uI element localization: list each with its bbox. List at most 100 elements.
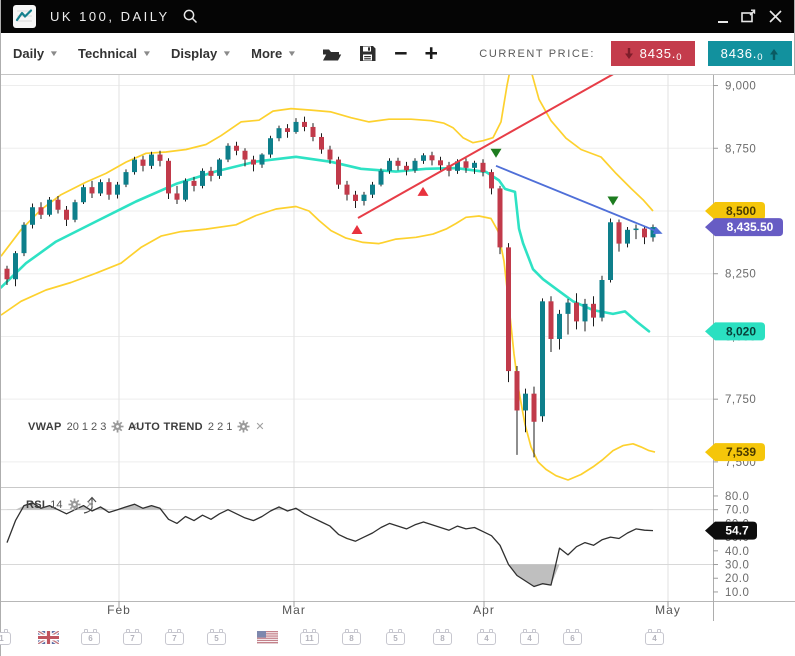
candle — [72, 202, 78, 220]
bid-price-decimal: 0 — [676, 52, 683, 63]
bid-price-box[interactable]: 8435. 0 — [611, 41, 695, 66]
vwap-indicator-name: VWAP — [28, 420, 62, 433]
month-label: Feb — [107, 603, 131, 617]
candle — [13, 253, 18, 280]
gear-icon[interactable] — [68, 498, 81, 511]
trend-line-down[interactable] — [495, 164, 659, 233]
remove-indicator-icon[interactable]: ✕ — [255, 421, 265, 433]
candle — [166, 160, 171, 194]
candle — [217, 159, 222, 176]
calendar-event-count: 7 — [130, 634, 135, 643]
candle — [327, 149, 333, 160]
auto-trend-indicator-params: 2 2 1 — [207, 420, 233, 433]
zoom-in-button[interactable]: + — [424, 40, 438, 66]
gear-icon[interactable] — [237, 420, 250, 433]
calendar-event-icon[interactable]: 1 — [0, 628, 11, 645]
menu-daily[interactable]: Daily ▼ — [3, 46, 68, 61]
calendar-event-icon[interactable]: 8 — [433, 628, 452, 645]
menu-more[interactable]: More ▼ — [241, 46, 306, 61]
candle — [38, 207, 44, 215]
calendar-event-icon[interactable]: 4 — [477, 628, 496, 645]
candle — [310, 126, 316, 137]
arrow-up-annotation[interactable] — [83, 496, 97, 514]
sell-signal-marker[interactable] — [607, 196, 619, 206]
price-tag — [705, 201, 765, 220]
bid-price-value: 8435. — [639, 46, 677, 61]
candle — [106, 182, 112, 195]
candle — [276, 128, 282, 139]
price-tick-label: 8,750 — [725, 143, 756, 155]
rsi-tick-label: 20.0 — [725, 573, 749, 585]
calendar-event-icon[interactable]: 5 — [207, 628, 226, 645]
candle — [268, 138, 273, 155]
calendar-event-icon[interactable]: 11 — [300, 628, 319, 645]
candle — [633, 228, 639, 231]
price-chart-canvas[interactable]: 9,0008,7508,5008,2508,0007,7507,50080.07… — [1, 75, 795, 622]
rsi-value-tag-label: 54.7 — [725, 524, 749, 538]
minimize-button[interactable] — [718, 10, 730, 24]
uk-flag-icon[interactable] — [37, 629, 60, 646]
chevron-down-icon: ▼ — [286, 49, 298, 58]
remove-indicator-icon[interactable]: ✕ — [129, 421, 139, 433]
calendar-event-icon[interactable]: 4 — [520, 628, 539, 645]
calendar-event-icon[interactable]: 6 — [563, 628, 582, 645]
calendar-event-icon[interactable]: 7 — [123, 628, 142, 645]
calendar-event-icon[interactable]: 4 — [645, 628, 664, 645]
trend-line-up[interactable] — [357, 75, 614, 219]
toolbar: Daily ▼ Technical ▼ Display ▼ More ▼ − + CUR… — [1, 33, 794, 75]
search-icon[interactable] — [182, 8, 199, 25]
buy-signal-marker[interactable] — [417, 186, 429, 196]
zoom-out-button[interactable]: − — [394, 40, 408, 66]
calendar-event-icon[interactable]: 6 — [81, 628, 100, 645]
rsi-tick-label: 70.0 — [725, 505, 749, 517]
trend-line-arrowhead[interactable] — [652, 226, 663, 234]
chart-area[interactable]: 9,0008,7508,5008,2508,0007,7507,50080.07… — [1, 75, 795, 622]
buy-signal-marker[interactable] — [351, 225, 363, 235]
candle — [548, 301, 554, 339]
candle — [55, 199, 61, 210]
candle — [174, 193, 180, 200]
calendar-event-count: 5 — [393, 634, 398, 643]
candle — [353, 194, 358, 201]
menu-technical[interactable]: Technical ▼ — [68, 46, 161, 61]
candle — [523, 393, 528, 411]
gear-icon[interactable] — [111, 420, 124, 433]
candle — [140, 159, 146, 166]
calendar-event-icon[interactable]: 7 — [165, 628, 184, 645]
us-flag-icon[interactable] — [256, 630, 279, 645]
rsi-tick-label: 10.0 — [725, 587, 749, 599]
calendar-event-count: 8 — [349, 634, 354, 643]
candle — [200, 170, 205, 186]
chevron-down-icon: ▼ — [141, 49, 153, 58]
ask-price-box[interactable]: 8436. 0 — [708, 41, 792, 66]
candle — [183, 180, 188, 200]
open-folder-icon[interactable] — [321, 45, 343, 63]
candle — [234, 145, 239, 151]
candle — [370, 184, 375, 195]
candle — [98, 182, 103, 194]
popout-window-button[interactable] — [741, 9, 757, 24]
candle — [259, 154, 265, 165]
candle — [421, 155, 426, 161]
candle — [336, 159, 341, 185]
calendar-event-icon[interactable]: 5 — [386, 628, 405, 645]
save-icon[interactable] — [358, 44, 377, 63]
price-tag — [705, 218, 783, 237]
menu-display[interactable]: Display ▼ — [161, 46, 241, 61]
candle — [582, 303, 588, 322]
remove-indicator-icon[interactable]: ✕ — [85, 499, 95, 511]
candle — [123, 172, 129, 185]
calendar-event-count: 6 — [88, 634, 93, 643]
candle — [429, 155, 435, 161]
candle — [608, 222, 613, 280]
calendar-event-icon[interactable]: 8 — [342, 628, 361, 645]
candle — [574, 302, 579, 322]
candle — [616, 222, 622, 244]
rsi-tick-label: 80.0 — [725, 491, 749, 503]
candle — [81, 187, 86, 203]
rsi-line — [6, 502, 654, 588]
sell-signal-marker[interactable] — [490, 148, 502, 158]
menu-daily-label: Daily — [13, 46, 45, 61]
calendar-event-count: 1 — [0, 634, 4, 643]
close-button[interactable] — [768, 9, 783, 24]
